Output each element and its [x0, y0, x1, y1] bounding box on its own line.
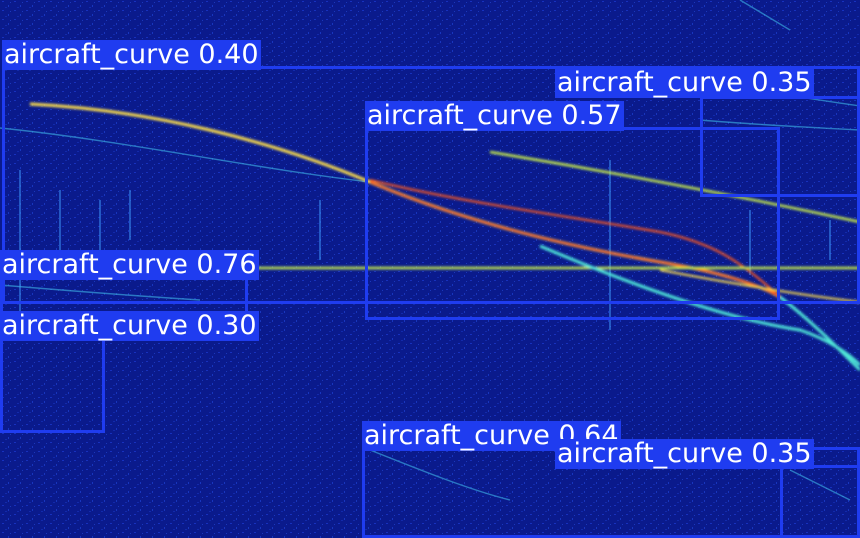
detection-label: aircraft_curve 0.57: [365, 100, 624, 131]
detection-label: aircraft_curve 0.40: [2, 39, 261, 70]
detection-box: [365, 127, 780, 320]
detection-label: aircraft_curve 0.35: [555, 438, 814, 469]
detection-box: [0, 337, 105, 433]
detection-label: aircraft_curve 0.76: [0, 249, 259, 280]
detection-box: [780, 465, 860, 538]
aircraft-traces: [0, 102, 860, 372]
detection-label: aircraft_curve 0.35: [555, 67, 814, 98]
detection-label: aircraft_curve 0.30: [0, 310, 259, 341]
